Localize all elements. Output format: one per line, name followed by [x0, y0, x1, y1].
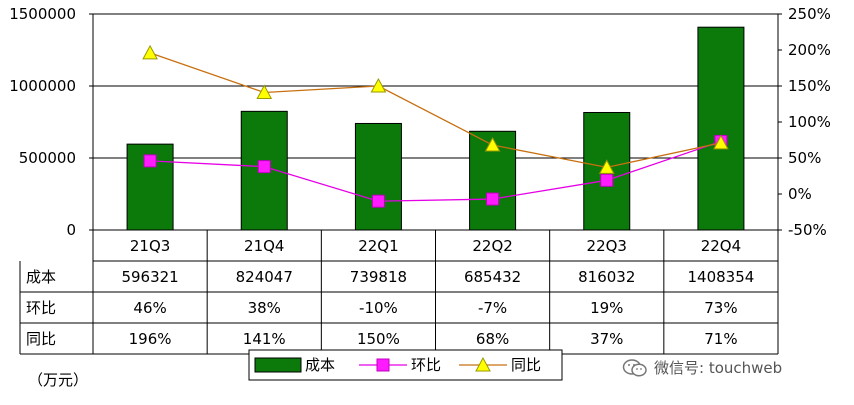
- legend-marker-同比: [475, 356, 491, 372]
- y-right-tick-label: 100%: [788, 113, 831, 131]
- table-cell: 196%: [129, 330, 172, 348]
- y-right-tick-label: 200%: [788, 41, 831, 59]
- bar-22Q4: [697, 26, 745, 231]
- bar-series: [126, 26, 745, 231]
- category-label: 22Q4: [701, 237, 741, 255]
- unit-label: （万元）: [28, 371, 89, 389]
- table-cell: 596321: [121, 268, 178, 286]
- table-row-label: 成本: [26, 268, 56, 286]
- y-right-tick-label: 150%: [788, 77, 831, 95]
- y-right-tick-label: 50%: [788, 149, 821, 167]
- line-series: [142, 44, 729, 208]
- line-环比: [150, 140, 722, 202]
- category-label: 22Q2: [472, 237, 512, 255]
- marker-环比-21Q3: [143, 154, 157, 168]
- category-label: 22Q1: [358, 237, 398, 255]
- y-left-tick-label: 1000000: [9, 77, 76, 95]
- y-right-tick-label: 250%: [788, 5, 831, 23]
- marker-同比-22Q4: [713, 134, 729, 150]
- table-cell: 71%: [704, 330, 737, 348]
- category-label: 21Q3: [130, 237, 170, 255]
- table-cell: 73%: [704, 299, 737, 317]
- y-right-tick-label: 0%: [788, 185, 812, 203]
- table-cell: 824047: [236, 268, 293, 286]
- table-cell: -7%: [478, 299, 507, 317]
- data-table: 21Q3 21Q4 22Q1 22Q2 22Q3 22Q4 成本 596321 824047 73…: [19, 230, 779, 355]
- y-left-tick-label: 0: [66, 221, 76, 239]
- watermark: 微信号: touchweb: [622, 357, 782, 378]
- table-cell: 19%: [590, 299, 623, 317]
- marker-环比-22Q1: [371, 194, 385, 208]
- table-cell: 685432: [464, 268, 521, 286]
- marker-环比-21Q4: [257, 160, 271, 174]
- gridlines: [93, 85, 778, 159]
- marker-同比-22Q2: [484, 136, 501, 152]
- table-cell: -10%: [359, 299, 398, 317]
- table-cell: 37%: [590, 330, 623, 348]
- y-right-tick-label: -50%: [788, 221, 827, 239]
- line-同比: [149, 52, 722, 169]
- watermark-text: 微信号: touchweb: [654, 359, 783, 377]
- legend-label: 成本: [305, 356, 335, 374]
- table-cell: 739818: [350, 268, 407, 286]
- table-cell: 816032: [578, 268, 635, 286]
- legend: 成本 环比 同比: [248, 349, 563, 381]
- table-row-label: 同比: [26, 330, 56, 348]
- table-cell: 150%: [357, 330, 400, 348]
- legend-marker-环比: [376, 358, 390, 372]
- legend-swatch-成本: [254, 357, 302, 373]
- y-left-tick-label: 1500000: [9, 5, 76, 23]
- table-cell: 68%: [476, 330, 509, 348]
- marker-同比-22Q3: [598, 159, 615, 174]
- marker-同比-21Q4: [256, 84, 273, 99]
- marker-环比-22Q2: [486, 192, 500, 206]
- category-label: 21Q4: [244, 237, 284, 255]
- table-row-label: 环比: [26, 299, 56, 317]
- table-cell: 46%: [133, 299, 166, 317]
- legend-label: 同比: [511, 356, 541, 374]
- y-left-tick-label: 500000: [19, 149, 76, 167]
- table-cell: 1408354: [688, 268, 755, 286]
- table-cell: 141%: [243, 330, 286, 348]
- table-cell: 38%: [248, 299, 281, 317]
- marker-环比-22Q3: [600, 173, 614, 187]
- marker-同比-22Q1: [370, 77, 387, 93]
- bar-22Q1: [354, 122, 402, 231]
- category-label: 22Q3: [587, 237, 627, 255]
- marker-同比-21Q3: [142, 44, 158, 60]
- wechat-icon: [622, 358, 647, 377]
- plot-frame: [92, 13, 779, 231]
- legend-label: 环比: [411, 356, 441, 374]
- axes: 0 500000 1000000 1500000 -50% 0% 50% 100% 150% 20…: [9, 5, 831, 239]
